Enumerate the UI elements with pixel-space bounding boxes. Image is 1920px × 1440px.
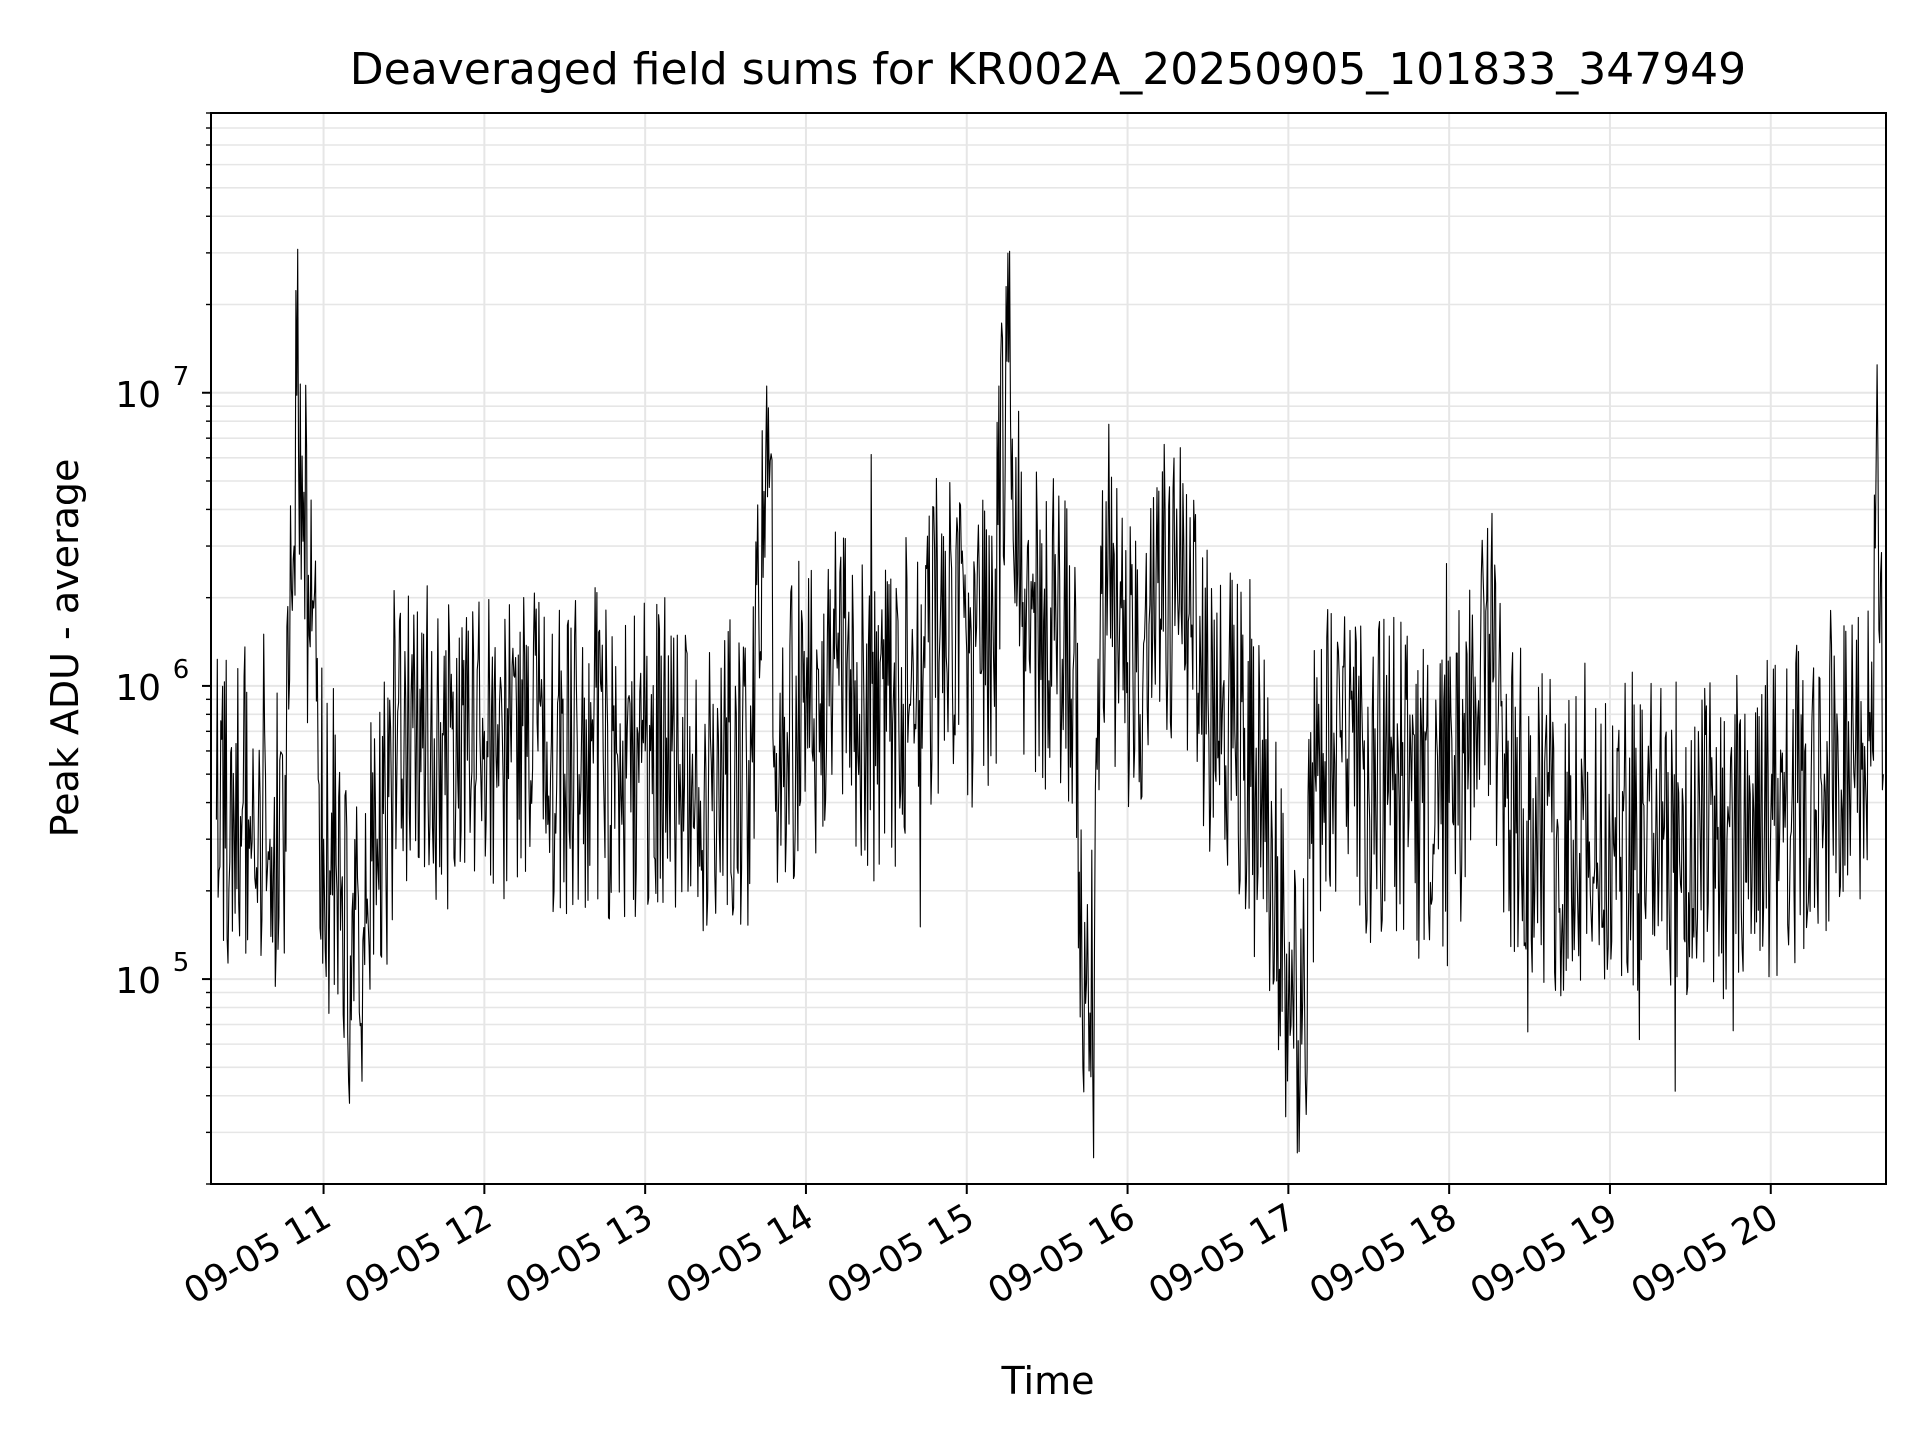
- y-tick-label: 10: [115, 668, 161, 709]
- x-axis-label: Time: [1001, 1359, 1095, 1403]
- series-line: [215, 248, 1884, 1159]
- y-tick-exponent: 5: [173, 948, 190, 978]
- y-tick-label: 10: [115, 961, 161, 1002]
- y-tick-exponent: 7: [173, 362, 190, 392]
- chart-title: Deaveraged field sums for KR002A_2025090…: [350, 44, 1746, 95]
- plot-frame: [210, 112, 1887, 1185]
- y-tick-label: 10: [115, 375, 161, 416]
- y-tick-exponent: 6: [173, 655, 190, 685]
- plot-area: [215, 248, 1884, 1159]
- y-axis: 10 5 10 6 10 7: [115, 112, 211, 1185]
- y-axis-label: Peak ADU - average: [43, 459, 87, 838]
